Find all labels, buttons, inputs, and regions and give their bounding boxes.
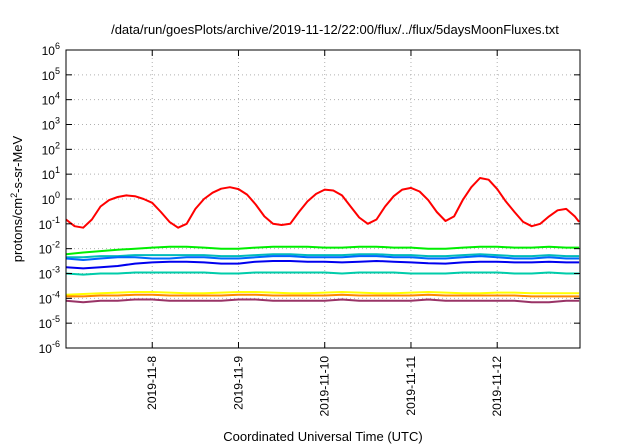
y-tick-base: 10 — [42, 69, 56, 83]
x-tick-label: 2019-11-12 — [490, 356, 504, 417]
series-line-5 — [66, 260, 580, 270]
y-tick-base: 10 — [39, 218, 53, 232]
series-line-2 — [66, 245, 580, 256]
y-axis-label-sup: 2 — [9, 193, 19, 198]
y-tick-label: 101 — [42, 165, 60, 182]
y-tick-label: 10-2 — [39, 240, 60, 257]
y-tick-label: 100 — [42, 190, 60, 207]
y-tick-exponent: 5 — [55, 66, 60, 76]
y-tick-exponent: 1 — [55, 165, 60, 175]
y-tick-exponent: -3 — [52, 265, 60, 275]
x-tick-label: 2019-11-8 — [145, 356, 159, 410]
y-tick-base: 10 — [42, 94, 56, 108]
x-axis-label: Coordinated Universal Time (UTC) — [223, 429, 422, 444]
y-axis: 10-610-510-410-310-210-11001011021031041… — [39, 41, 580, 356]
y-tick-label: 104 — [42, 91, 60, 108]
series-line-6 — [66, 271, 580, 276]
y-tick-exponent: -4 — [52, 289, 60, 299]
series-line-4 — [66, 255, 580, 261]
series-line-3 — [66, 253, 580, 259]
y-tick-exponent: -2 — [52, 240, 60, 250]
y-tick-label: 103 — [42, 116, 60, 133]
y-tick-base: 10 — [39, 342, 53, 356]
y-tick-label: 10-6 — [39, 339, 60, 356]
y-tick-exponent: 6 — [55, 41, 60, 51]
series-line-1 — [66, 177, 580, 229]
series-line-7 — [66, 291, 580, 296]
y-tick-base: 10 — [42, 143, 56, 157]
y-tick-base: 10 — [42, 119, 56, 133]
y-axis-label-post: -s-sr-MeV — [10, 135, 25, 192]
y-tick-base: 10 — [39, 243, 53, 257]
y-tick-exponent: 2 — [55, 140, 60, 150]
x-tick-label: 2019-11-11 — [404, 356, 418, 416]
y-tick-base: 10 — [42, 193, 56, 207]
y-tick-exponent: -5 — [52, 314, 60, 324]
y-tick-label: 106 — [42, 41, 60, 58]
y-axis-label-pre: protons/cm — [10, 198, 25, 262]
y-axis-label: protons/cm2-s-sr-MeV — [9, 135, 25, 262]
y-tick-label: 10-5 — [39, 314, 60, 331]
y-tick-base: 10 — [42, 168, 56, 182]
y-tick-exponent: 4 — [55, 91, 60, 101]
x-axis: 2019-11-8 2019-11-9 2019-11-10 2019-11-11 20… — [145, 50, 504, 417]
y-tick-exponent: -6 — [52, 339, 60, 349]
y-tick-base: 10 — [42, 44, 56, 58]
y-tick-base: 10 — [39, 268, 53, 282]
grid — [66, 50, 580, 348]
chart-title: /data/run/goesPlots/archive/2019-11-12/2… — [111, 22, 559, 37]
x-tick-label: 2019-11-9 — [231, 356, 245, 410]
y-tick-label: 10-3 — [39, 265, 60, 282]
y-tick-exponent: 0 — [55, 190, 60, 200]
series-line-9 — [66, 298, 580, 304]
series-line-8 — [66, 293, 580, 298]
y-tick-exponent: -1 — [52, 215, 60, 225]
y-tick-label: 105 — [42, 66, 60, 83]
x-tick-label: 2019-11-10 — [318, 356, 332, 417]
y-tick-base: 10 — [39, 292, 53, 306]
y-tick-base: 10 — [39, 317, 53, 331]
y-tick-label: 102 — [42, 140, 60, 157]
series-layer — [66, 177, 580, 304]
y-tick-label: 10-4 — [39, 289, 60, 306]
y-tick-label: 10-1 — [39, 215, 60, 232]
y-tick-exponent: 3 — [55, 116, 60, 126]
